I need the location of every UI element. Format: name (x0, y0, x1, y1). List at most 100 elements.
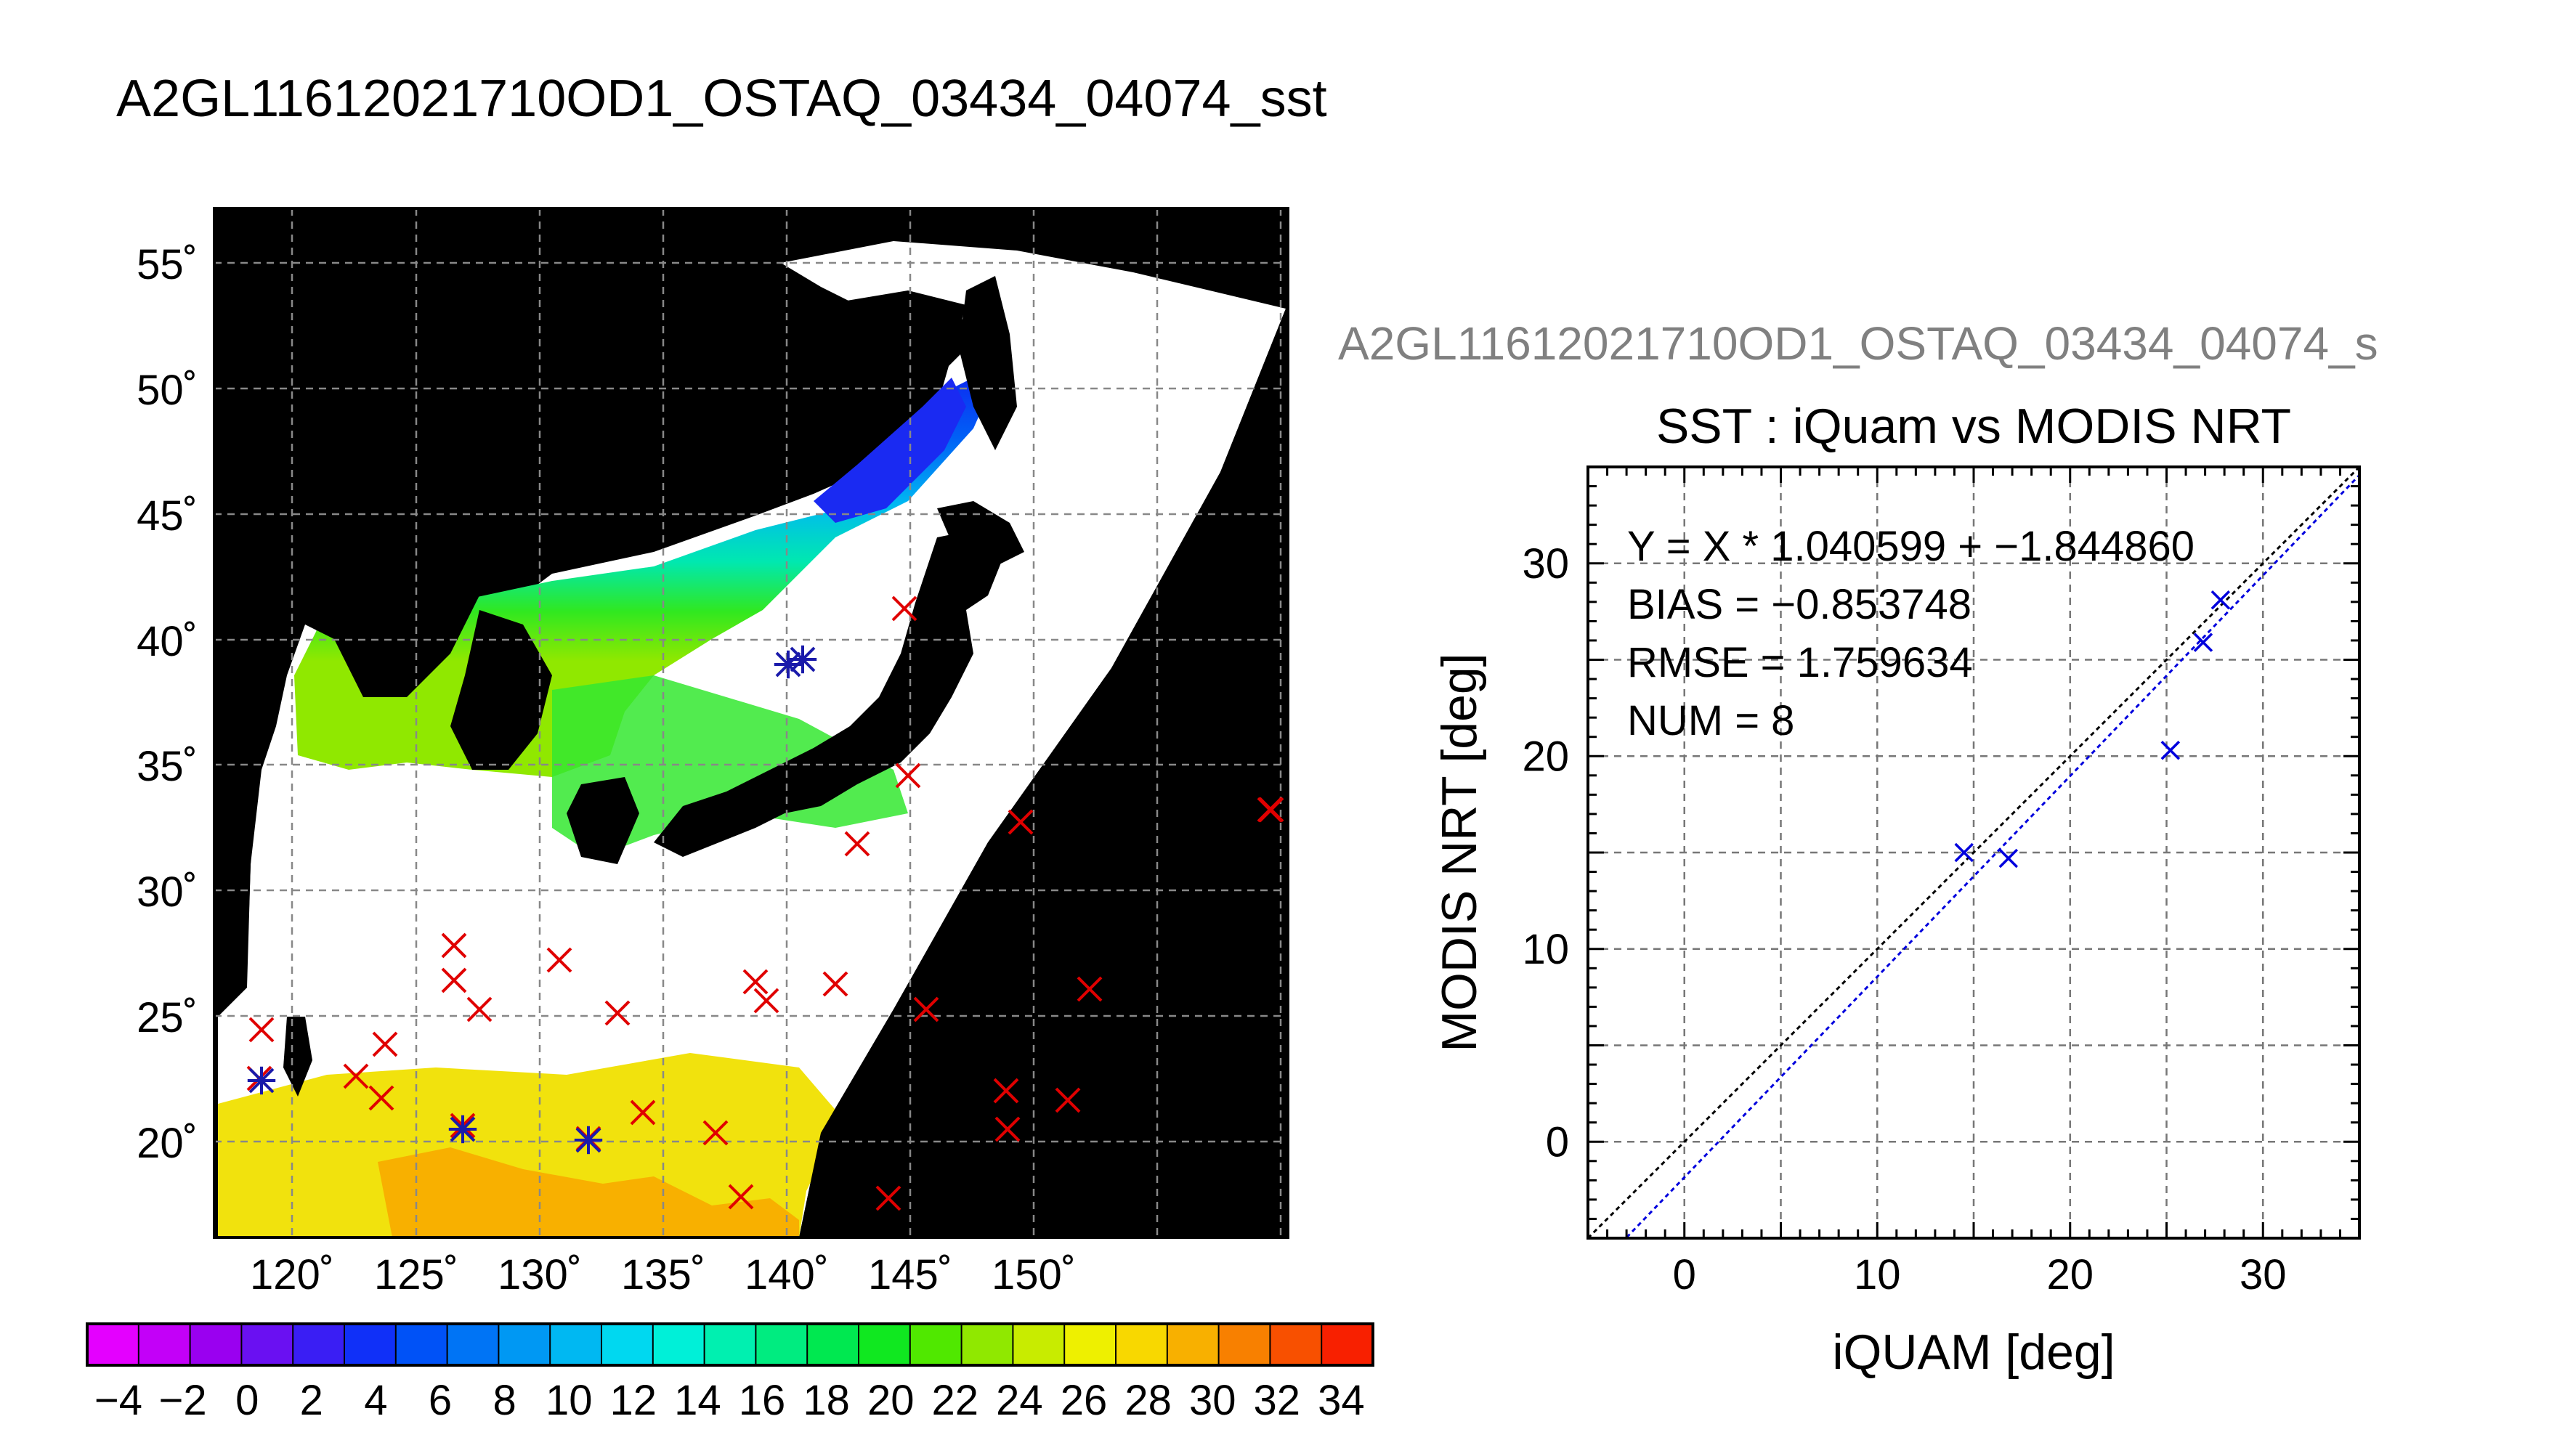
y-tick-labels: 0 10 20 30 (1522, 540, 1569, 1166)
colorbar-cell (190, 1324, 243, 1365)
colorbar-cell (138, 1324, 191, 1365)
colorbar-cell (447, 1324, 500, 1365)
red-station-marker (993, 1078, 1019, 1104)
colorbar-cell (1064, 1324, 1117, 1365)
colorbar-label: 20 (867, 1377, 915, 1424)
scatter-plot: 0 10 20 30 0 10 20 30 Y = X * 1.040599 + −1.84… (1432, 465, 2361, 1380)
red-station-marker (728, 1184, 754, 1210)
colorbar-label: 2 (300, 1377, 323, 1424)
map-station-markers (246, 595, 1284, 1211)
x-axis-label: iQUAM [deg] (1832, 1325, 2115, 1380)
pacific-no-data (799, 208, 1288, 1237)
data-point (1998, 848, 2019, 869)
lat-label: 25˚ (137, 994, 198, 1041)
colorbar-label: 14 (674, 1377, 721, 1424)
red-station-marker (1077, 976, 1103, 1002)
red-station-marker (913, 996, 939, 1022)
land-japan (654, 530, 1002, 857)
land-kyushu (567, 777, 639, 864)
blue-station-marker (788, 645, 817, 674)
lat-label: 50˚ (137, 367, 198, 414)
red-station-marker (702, 1120, 729, 1146)
lon-label: 135˚ (621, 1251, 705, 1298)
lat-label: 30˚ (137, 869, 198, 916)
map-latitude-labels: 55˚ 50˚ 45˚ 40˚ 35˚ 30˚ 25˚ 20˚ (137, 241, 198, 1167)
colorbar-label: 32 (1254, 1377, 1301, 1424)
colorbar-label: 4 (364, 1377, 387, 1424)
x-tick-label: 0 (1673, 1251, 1696, 1298)
colorbar-cell (704, 1324, 757, 1365)
scatter-gray-title: A2GL11612021710OD1_OSTAQ_03434_04074_s (1338, 317, 2378, 370)
red-station-marker (994, 1116, 1021, 1142)
stats-line: BIAS = −0.853748 (1627, 581, 1971, 628)
colorbar-label: −2 (159, 1377, 207, 1424)
sea-okhotsk (814, 378, 966, 523)
colorbar-label: 24 (996, 1377, 1043, 1424)
lat-label: 55˚ (137, 241, 198, 288)
x-tick-label: 10 (1854, 1251, 1901, 1298)
colorbar-cell (652, 1324, 705, 1365)
colorbar-label: 18 (803, 1377, 850, 1424)
colorbar-cell (344, 1324, 397, 1365)
sea-orange-band (378, 1147, 799, 1237)
y-tick-label: 10 (1522, 926, 1569, 973)
y-tick-label: 0 (1546, 1118, 1569, 1166)
map-gridlines (214, 208, 1288, 1237)
lat-label: 40˚ (137, 618, 198, 665)
colorbar-cell (241, 1324, 294, 1365)
blue-station-marker (574, 1126, 603, 1155)
plot-minor-ticks (1586, 465, 2361, 1240)
blue-station-marker (247, 1066, 276, 1095)
colorbar-cell (498, 1324, 551, 1365)
land-asia (218, 208, 973, 1002)
colorbar-cells (87, 1324, 1374, 1365)
y-tick-label: 20 (1522, 733, 1569, 780)
chart-title: SST : iQuam vs MODIS NRT (1656, 399, 2291, 454)
lon-label: 145˚ (868, 1251, 952, 1298)
colorbar: −4 −2 0 2 4 6 8 10 12 14 16 18 20 22 24 26 28 30 32 34 (86, 1322, 1374, 1424)
scatter-points (1954, 590, 2231, 869)
lon-label: 120˚ (250, 1251, 334, 1298)
data-point (2193, 633, 2213, 652)
red-station-marker (466, 996, 493, 1022)
red-station-marker (441, 967, 467, 993)
colorbar-cell (961, 1324, 1014, 1365)
data-point (2210, 590, 2231, 610)
land-korea (450, 610, 552, 770)
sst-map: 55˚ 50˚ 45˚ 40˚ 35˚ 30˚ 25˚ 20˚ 120˚ 125˚ 130˚ 135… (137, 207, 1289, 1298)
blue-station-marker (448, 1115, 477, 1144)
red-station-marker (822, 971, 848, 997)
red-station-marker (742, 969, 769, 995)
regression-fit-line (1624, 474, 2359, 1238)
colorbar-cell (859, 1324, 911, 1365)
colorbar-cell (755, 1324, 809, 1365)
data-point (2160, 741, 2181, 760)
colorbar-label: 6 (429, 1377, 452, 1424)
red-station-marker (1257, 797, 1283, 823)
colorbar-label: 22 (932, 1377, 979, 1424)
map-longitude-labels: 120˚ 125˚ 130˚ 135˚ 140˚ 145˚ 150˚ (250, 1251, 1076, 1298)
lat-label: 35˚ (137, 743, 198, 790)
red-station-marker (248, 1017, 275, 1043)
lat-label: 20˚ (137, 1120, 198, 1167)
colorbar-cell (1167, 1324, 1220, 1365)
blue-station-marker (774, 650, 803, 679)
one-to-one-line (1588, 467, 2359, 1238)
colorbar-label: 34 (1318, 1377, 1365, 1424)
colorbar-label: 16 (739, 1377, 786, 1424)
page-title: A2GL11612021710OD1_OSTAQ_03434_04074_sst (116, 70, 1327, 128)
lat-label: 45˚ (137, 492, 198, 540)
x-tick-labels: 0 10 20 30 (1673, 1251, 2287, 1298)
x-tick-label: 20 (2046, 1251, 2094, 1298)
stats-line: NUM = 8 (1627, 697, 1794, 744)
colorbar-label: 0 (235, 1377, 259, 1424)
red-station-marker (630, 1099, 656, 1126)
colorbar-label: 30 (1189, 1377, 1236, 1424)
colorbar-cell (909, 1324, 963, 1365)
sea-green-band (552, 675, 908, 857)
x-tick-label: 30 (2240, 1251, 2287, 1298)
stats-line: RMSE = 1.759634 (1627, 639, 1973, 686)
data-point (1954, 842, 1974, 863)
map-frame (213, 207, 1289, 1239)
